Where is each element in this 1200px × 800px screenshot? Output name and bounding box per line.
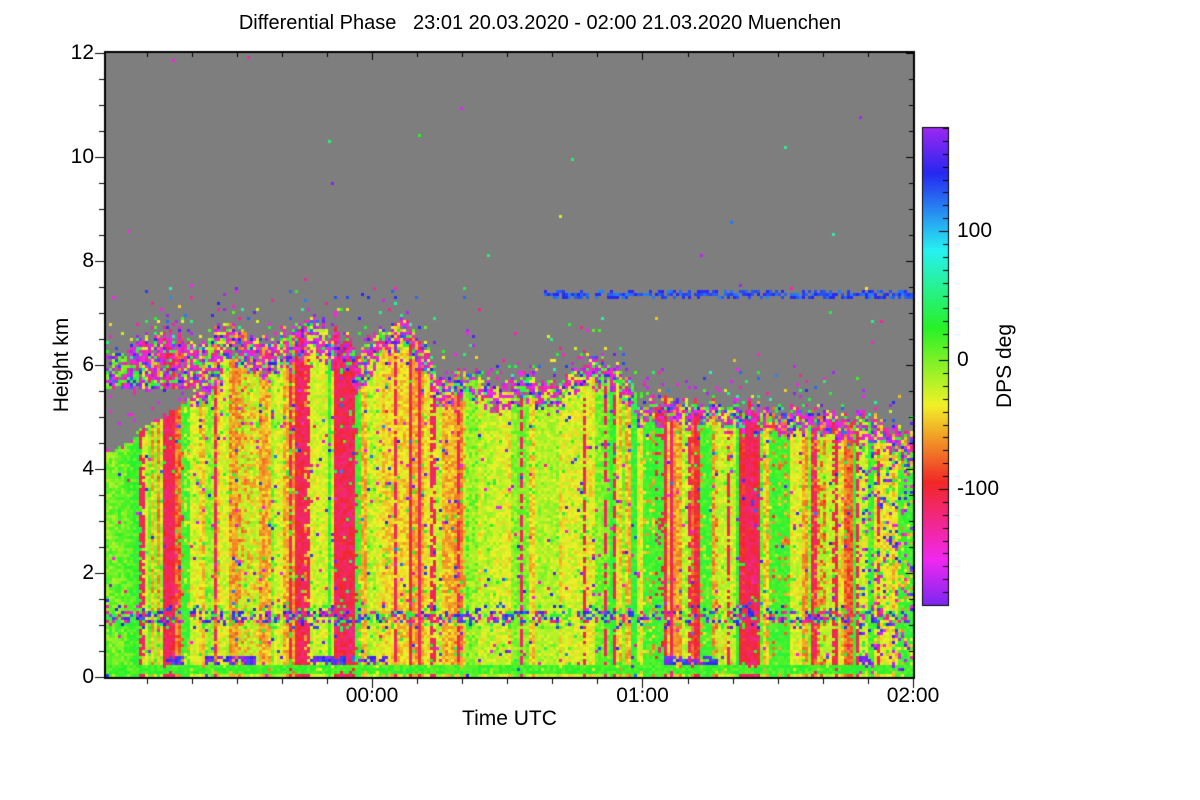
- colorbar-tick-label: 0: [957, 348, 969, 372]
- y-tick-label: 10: [70, 145, 94, 168]
- colorbar-tick-label: 100: [957, 219, 993, 243]
- y-tick-label: 2: [82, 561, 94, 584]
- y-tick-label: 12: [70, 41, 94, 64]
- x-axis-title: Time UTC: [462, 707, 557, 730]
- y-tick-label: 6: [82, 353, 94, 376]
- y-tick-label: 0: [82, 665, 94, 688]
- x-tick-label: 01:00: [616, 684, 669, 707]
- plot-title: Differential Phase 23:01 20.03.2020 - 02…: [238, 12, 842, 34]
- colorbar-tick-label: -100: [957, 476, 1000, 500]
- y-tick-label: 4: [82, 457, 94, 480]
- x-tick-label: 02:00: [886, 684, 940, 707]
- y-tick-label: 8: [82, 249, 94, 272]
- x-tick-label: 00:00: [345, 684, 399, 707]
